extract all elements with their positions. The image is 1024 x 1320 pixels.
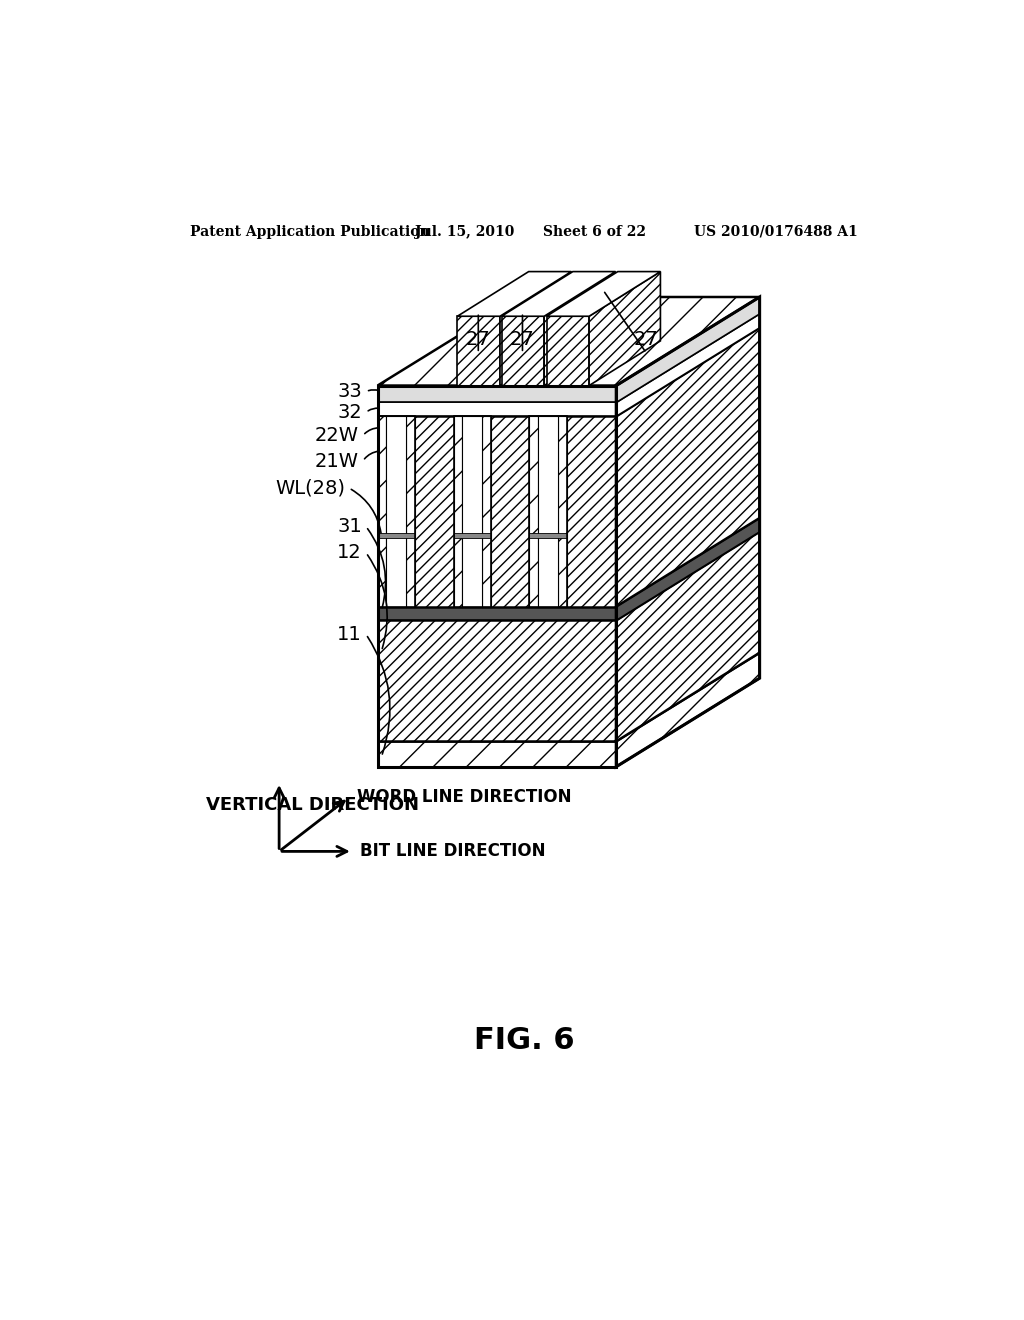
Polygon shape [616, 517, 760, 620]
Polygon shape [378, 533, 415, 539]
Polygon shape [502, 317, 544, 385]
Text: BIT LINE DIRECTION: BIT LINE DIRECTION [360, 842, 546, 861]
Polygon shape [482, 416, 490, 607]
Polygon shape [616, 653, 760, 767]
Polygon shape [458, 272, 571, 317]
Text: WL(28): WL(28) [275, 478, 345, 498]
Text: Sheet 6 of 22: Sheet 6 of 22 [543, 224, 645, 239]
Polygon shape [378, 416, 386, 607]
Polygon shape [407, 416, 415, 607]
Text: Jul. 15, 2010: Jul. 15, 2010 [415, 224, 514, 239]
Text: 27: 27 [510, 330, 535, 350]
Polygon shape [529, 416, 538, 607]
Polygon shape [378, 742, 616, 767]
Polygon shape [458, 317, 500, 385]
Text: US 2010/0176488 A1: US 2010/0176488 A1 [693, 224, 857, 239]
Polygon shape [454, 533, 490, 539]
Polygon shape [378, 297, 760, 385]
Polygon shape [558, 416, 566, 607]
Polygon shape [378, 620, 616, 742]
Polygon shape [589, 272, 660, 385]
Polygon shape [378, 385, 616, 403]
Text: 11: 11 [337, 624, 362, 644]
Polygon shape [547, 317, 589, 385]
Text: 27: 27 [634, 330, 658, 350]
Text: Patent Application Publication: Patent Application Publication [190, 224, 430, 239]
Text: FIG. 6: FIG. 6 [474, 1026, 575, 1055]
Text: 12: 12 [337, 543, 362, 562]
Polygon shape [502, 272, 615, 317]
Text: 22W: 22W [315, 426, 359, 445]
Polygon shape [529, 533, 566, 539]
Polygon shape [378, 416, 616, 607]
Polygon shape [454, 416, 462, 607]
Text: 27: 27 [466, 330, 490, 350]
Polygon shape [378, 403, 616, 416]
Polygon shape [616, 532, 760, 742]
Polygon shape [538, 416, 558, 607]
Text: VERTICAL DIRECTION: VERTICAL DIRECTION [206, 796, 419, 814]
Text: WORD LINE DIRECTION: WORD LINE DIRECTION [356, 788, 571, 807]
Polygon shape [547, 272, 660, 317]
Polygon shape [616, 314, 760, 416]
Polygon shape [378, 607, 616, 620]
Polygon shape [386, 416, 407, 607]
Text: 21W: 21W [315, 451, 359, 470]
Text: 31: 31 [337, 517, 362, 536]
Polygon shape [616, 297, 760, 403]
Polygon shape [500, 272, 571, 385]
Polygon shape [544, 272, 615, 385]
Polygon shape [462, 416, 482, 607]
Polygon shape [616, 327, 760, 607]
Text: 32: 32 [337, 403, 362, 422]
Text: 33: 33 [337, 383, 362, 401]
